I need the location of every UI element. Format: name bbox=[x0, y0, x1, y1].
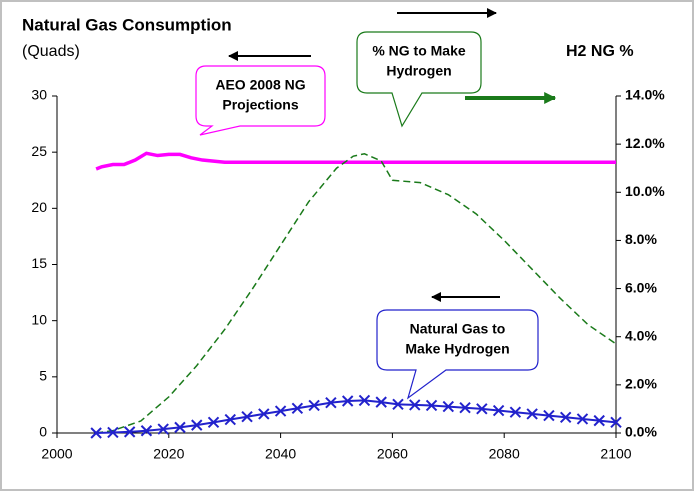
x-marker bbox=[107, 426, 119, 439]
y-tick-label: 20 bbox=[31, 199, 47, 215]
x-marker bbox=[576, 413, 589, 425]
y-tick-label: 25 bbox=[31, 143, 47, 159]
chart-subtitle: (Quads) bbox=[22, 43, 80, 60]
x-tick-label: 2020 bbox=[153, 446, 184, 462]
callout-text: % NG to Make bbox=[372, 43, 466, 59]
x-marker bbox=[559, 411, 572, 423]
x-marker bbox=[610, 416, 622, 429]
y2-tick-label: 10.0% bbox=[625, 183, 665, 199]
x-marker bbox=[207, 416, 220, 429]
y2-tick-label: 12.0% bbox=[625, 135, 665, 151]
callout-text: Natural Gas to bbox=[410, 321, 506, 337]
x-marker bbox=[459, 402, 471, 414]
x-marker bbox=[476, 403, 488, 415]
x-marker bbox=[492, 404, 505, 417]
y2-tick-label: 4.0% bbox=[625, 327, 657, 343]
plot-area: 0 5 10 15 20 25 30 0.0% 2.0% 4.0% 6.0% 8.0% 10.0% 12.… bbox=[31, 87, 665, 462]
series-line bbox=[96, 152, 617, 434]
x-marker bbox=[308, 399, 320, 412]
x-tick-label: 2000 bbox=[41, 446, 72, 462]
x-marker bbox=[526, 408, 538, 420]
x-marker bbox=[509, 406, 522, 418]
x-marker bbox=[409, 399, 421, 411]
y-tick-label: 10 bbox=[31, 311, 47, 327]
x-marker bbox=[123, 426, 136, 438]
y-tick-label: 15 bbox=[31, 255, 47, 271]
x-marker bbox=[241, 411, 253, 423]
x-tick-label: 2080 bbox=[489, 446, 520, 462]
x-marker bbox=[224, 413, 236, 426]
y2-tick-label: 6.0% bbox=[625, 279, 657, 295]
x-marker bbox=[442, 400, 455, 413]
y-tick-label: 30 bbox=[31, 87, 47, 103]
x-marker bbox=[392, 398, 404, 411]
callout-text: Projections bbox=[222, 97, 298, 113]
x-marker bbox=[593, 414, 605, 427]
series-line bbox=[96, 399, 617, 434]
series-line bbox=[95, 151, 616, 171]
chart-title: Natural Gas Consumption bbox=[22, 15, 232, 34]
x-marker bbox=[325, 396, 337, 409]
x-tick-label: 2040 bbox=[265, 446, 296, 462]
callout-box bbox=[376, 309, 539, 400]
x-tick-label: 2060 bbox=[377, 446, 408, 462]
x-tick-label: 2100 bbox=[600, 446, 631, 462]
x-marker bbox=[543, 409, 555, 422]
x-marker bbox=[157, 423, 169, 435]
x-marker bbox=[358, 394, 371, 407]
x-marker bbox=[291, 402, 304, 414]
x-marker bbox=[375, 396, 387, 408]
y-tick-label: 0 bbox=[39, 424, 47, 440]
y2-tick-label: 2.0% bbox=[625, 376, 657, 392]
x-marker bbox=[425, 399, 438, 412]
x-marker bbox=[274, 405, 287, 417]
callout-text: AEO 2008 NG bbox=[215, 77, 305, 93]
x-marker bbox=[174, 421, 186, 434]
callout-box bbox=[356, 31, 482, 128]
y2-tick-label: 14.0% bbox=[625, 87, 665, 103]
callouts: AEO 2008 NG Projections % NG to Make Hydrog… bbox=[195, 31, 539, 400]
x-marker bbox=[90, 427, 102, 439]
x-marker bbox=[191, 419, 203, 431]
callout-text: Hydrogen bbox=[386, 63, 451, 79]
x-marker bbox=[140, 425, 153, 437]
y2-tick-label: 0.0% bbox=[625, 424, 657, 440]
y2-title: H2 NG % bbox=[566, 43, 634, 60]
callout-box bbox=[195, 65, 326, 136]
callout-text: Make Hydrogen bbox=[405, 341, 509, 357]
y-tick-label: 5 bbox=[39, 368, 47, 384]
x-marker bbox=[258, 408, 270, 420]
y2-tick-label: 8.0% bbox=[625, 231, 657, 247]
x-marker bbox=[341, 395, 354, 407]
